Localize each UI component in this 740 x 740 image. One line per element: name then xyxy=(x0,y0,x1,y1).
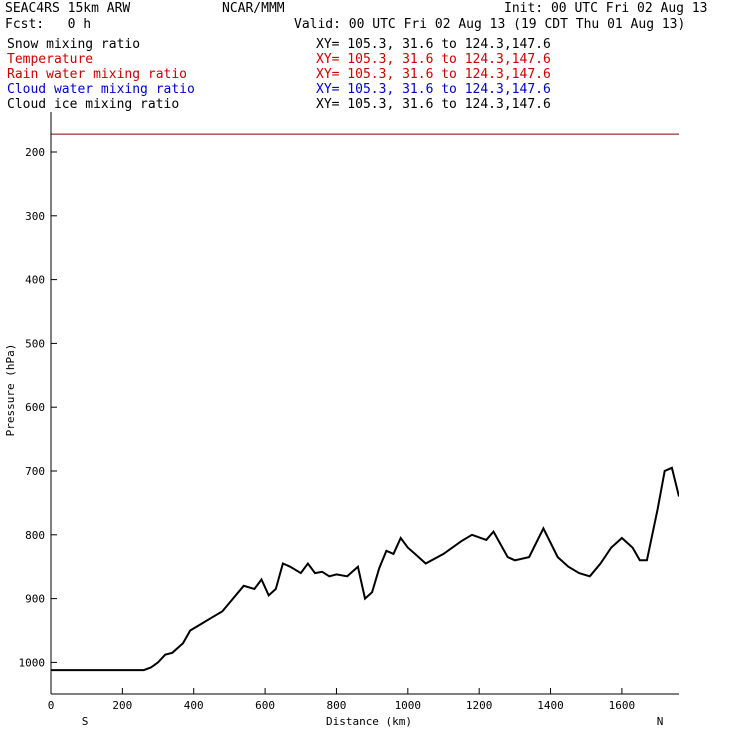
plot-area xyxy=(51,133,679,672)
init-time: Init: 00 UTC Fri 02 Aug 13 xyxy=(504,1,708,16)
x-axis-title: Distance (km) xyxy=(326,715,412,728)
x-tick-label: 200 xyxy=(112,699,132,712)
y-tick-label: 800 xyxy=(25,529,45,542)
x-tick-label: 400 xyxy=(184,699,204,712)
org-title: NCAR/MMM xyxy=(222,1,285,16)
north-label: N xyxy=(657,715,664,728)
y-tick-label: 600 xyxy=(25,401,45,414)
legend-xy: XY= 105.3, 31.6 to 124.3,147.6 xyxy=(316,97,551,112)
x-tick-label: 600 xyxy=(255,699,275,712)
south-label: S xyxy=(82,715,89,728)
legend-xy: XY= 105.3, 31.6 to 124.3,147.6 xyxy=(316,37,551,52)
y-axis-title: Pressure (hPa) xyxy=(4,344,17,437)
y-tick-label: 900 xyxy=(25,593,45,606)
x-tick-label: 0 xyxy=(48,699,55,712)
legend-label: Cloud water mixing ratio xyxy=(7,82,195,97)
legend-xy: XY= 105.3, 31.6 to 124.3,147.6 xyxy=(316,67,551,82)
y-tick-label: 500 xyxy=(25,337,45,350)
legend-label: Temperature xyxy=(7,52,94,67)
valid-time: Valid: 00 UTC Fri 02 Aug 13 (19 CDT Thu … xyxy=(294,17,686,32)
y-tick-label: 1000 xyxy=(19,656,46,669)
legend-xy: XY= 105.3, 31.6 to 124.3,147.6 xyxy=(316,52,551,67)
legend-label: Rain water mixing ratio xyxy=(7,67,188,82)
forecast-hour: Fcst: 0 h xyxy=(5,17,92,32)
y-tick-label: 400 xyxy=(25,274,45,287)
legend-xy: XY= 105.3, 31.6 to 124.3,147.6 xyxy=(316,82,551,97)
legend-label: Snow mixing ratio xyxy=(7,37,141,52)
y-tick-label: 300 xyxy=(25,210,45,223)
y-tick-label: 200 xyxy=(25,146,45,159)
x-tick-label: 1000 xyxy=(395,699,422,712)
y-tick-label: 700 xyxy=(25,465,45,478)
legend-label: Cloud ice mixing ratio xyxy=(7,97,180,112)
x-tick-label: 1200 xyxy=(466,699,493,712)
model-title: SEAC4RS 15km ARW xyxy=(5,1,131,16)
x-tick-label: 1400 xyxy=(537,699,564,712)
x-tick-label: 1600 xyxy=(609,699,636,712)
x-tick-label: 800 xyxy=(327,699,347,712)
terrain-line xyxy=(51,466,679,672)
